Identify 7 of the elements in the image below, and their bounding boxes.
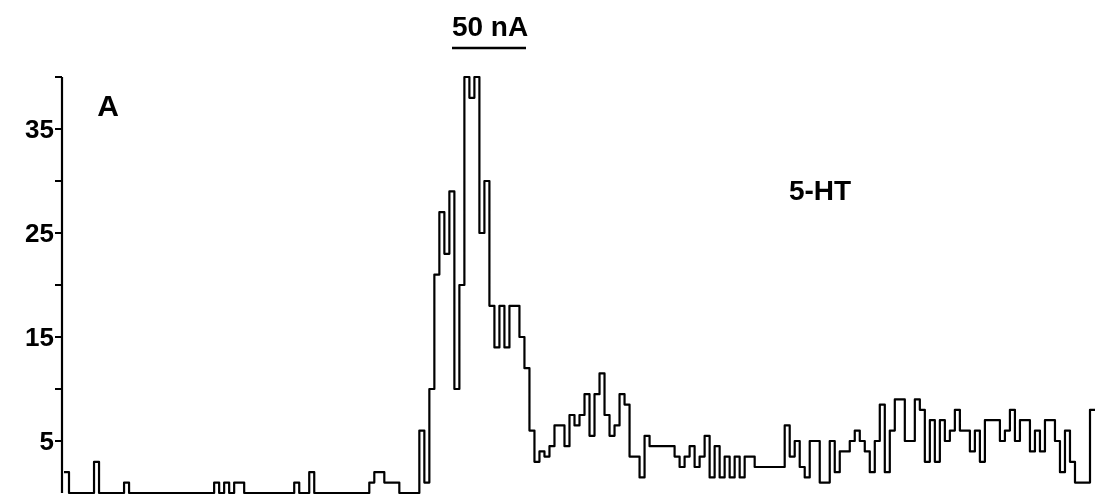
annotation: 5-HT: [788, 175, 852, 206]
y-tick-label: 5: [39, 426, 54, 457]
y-tick-label: 35: [25, 114, 54, 145]
y-tick-label: 15: [25, 322, 54, 353]
annotation: A: [97, 89, 119, 122]
y-tick-label: 25: [25, 218, 54, 249]
text: 50 nA: [451, 11, 529, 42]
